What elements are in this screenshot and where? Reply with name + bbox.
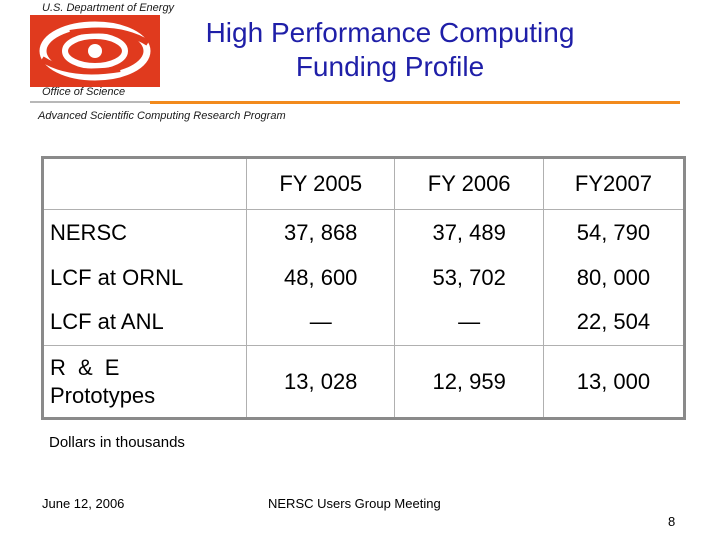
header-divider-orange <box>150 101 680 104</box>
table-cell: 53, 702 <box>394 255 544 300</box>
table-row: NERSC 37, 868 37, 489 54, 790 <box>43 209 685 256</box>
row-label-lcf-ornl: LCF at ORNL <box>50 264 184 290</box>
row-label-lcf-anl: LCF at ANL <box>42 299 247 346</box>
row-label-re-prototypes: R & E Prototypes <box>43 346 247 419</box>
doe-logo-icon <box>30 15 160 87</box>
table-cell: 80, 000 <box>542 255 685 300</box>
header-cell-fy2005: FY 2005 <box>245 157 395 210</box>
table-row: LCF at ANL — — 22, 504 <box>42 299 685 346</box>
title-line-1: High Performance Computing <box>205 17 575 48</box>
office-name: Office of Science <box>42 86 126 98</box>
funding-table: FY 2005 FY 2006 FY2007 NERSC 37, 868 37,… <box>41 156 686 420</box>
table-cell: 13, 000 <box>542 345 685 419</box>
title-line-2: Funding Profile <box>295 51 485 82</box>
table-header-row: FY 2005 FY 2006 FY2007 <box>42 157 685 210</box>
table-cell: 13, 028 <box>245 345 395 419</box>
header-cell-empty <box>42 157 247 210</box>
row-label-line-2: Prototypes <box>50 382 156 408</box>
table-cell: 12, 959 <box>394 345 544 419</box>
table-row: LCF at ORNL 48, 600 53, 702 80, 000 <box>43 255 685 300</box>
department-name: U.S. Department of Energy <box>42 2 175 14</box>
table-cell: — <box>245 299 395 346</box>
footer-date: June 12, 2006 <box>42 496 125 511</box>
table-cell: 54, 790 <box>542 209 685 256</box>
page-number: 8 <box>668 514 676 529</box>
table-cell: — <box>394 299 544 346</box>
table-row: R & E Prototypes 13, 028 12, 959 13, 000 <box>43 345 685 419</box>
footer-meeting: NERSC Users Group Meeting <box>268 496 441 511</box>
table-cell: 37, 489 <box>394 209 544 256</box>
program-name: Advanced Scientific Computing Research P… <box>38 110 286 122</box>
table-cell: 22, 504 <box>542 299 685 346</box>
table-cell: 37, 868 <box>245 209 395 256</box>
page-title: High Performance Computing Funding Profi… <box>200 16 580 84</box>
units-note: Dollars in thousands <box>49 434 185 451</box>
header-cell-fy2006: FY 2006 <box>394 157 544 210</box>
header-divider-gray <box>30 101 150 103</box>
row-label-line-1: R & E <box>50 354 123 380</box>
header-cell-fy2007: FY2007 <box>542 157 685 210</box>
table-cell: 48, 600 <box>245 255 395 300</box>
row-label-nersc: NERSC <box>50 219 128 245</box>
